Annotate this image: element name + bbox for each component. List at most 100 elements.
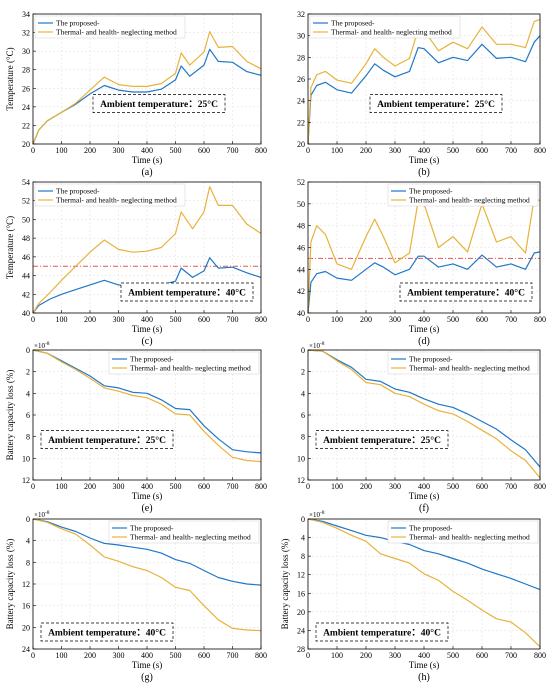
legend-entry: Thermal- and health- neglecting method [56,196,177,205]
exponent-base: ×10 [309,511,320,519]
y-tick-label: 28 [22,66,30,75]
y-tick-label: 16 [297,589,305,598]
x-tick-label: 300 [113,315,125,324]
x-tick-label: 500 [170,651,182,660]
y-tick-label: 46 [297,244,305,253]
annotation-box [369,94,503,113]
legend-box [387,520,539,544]
y-tick-label: 10 [22,454,30,463]
exponent-power: -8 [45,510,50,516]
x-tick-label: 100 [56,146,68,155]
legend-entry: The proposed- [331,19,375,28]
annotation: Ambient temperature：25°C [369,94,503,113]
series-line-neglecting [307,197,541,314]
legend-box [387,351,539,375]
chart-panel-e: 0 100 200 300 400 500 600 700 800024681012×10-8T… [5,341,267,514]
y-tick-label: 4 [301,534,305,543]
y-tick-label: 16 [22,602,30,611]
x-tick-label: 500 [447,651,459,660]
y-tick-label: 4 [26,537,30,546]
y-tick-label: 22 [22,121,30,130]
x-tick-label: 700 [227,482,239,491]
x-tick-label: 600 [198,651,210,660]
annotation: Ambient temperature：40°C [399,282,533,302]
y-tick-label: 32 [22,29,30,38]
x-axis-label: Time (s) [409,324,439,334]
x-tick-label: 700 [505,315,517,324]
y-tick-label: 8 [26,558,30,567]
x-tick-label: 500 [447,482,459,491]
x-tick-label: 100 [56,482,68,491]
x-tick-label: 400 [418,146,430,155]
x-tick-label: 600 [476,146,488,155]
y-tick-label: 42 [22,290,30,299]
x-tick-label: 0 [31,482,35,491]
annotation-text: Ambient temperature：25°C [100,99,218,110]
x-tick-label: 0 [306,482,310,491]
annotation: Ambient temperature：25°C [315,430,449,449]
x-tick-label: 300 [389,651,401,660]
y-tick-label: 48 [22,234,30,243]
exponent-base: ×10 [34,511,45,519]
legend-entry: The proposed- [56,19,100,28]
y-axis-label: Battery capacity loss (%) [5,370,15,461]
x-tick-label: 100 [331,482,343,491]
chart-panel-d: 0 100 200 300 400 500 600 700 800 40 42 44 46 48 50 52 T… [297,178,546,347]
x-tick-label: 400 [141,315,153,324]
x-tick-label: 300 [389,482,401,491]
x-tick-label: 0 [306,651,310,660]
x-tick-label: 0 [31,315,35,324]
legend: The proposed-Thermal- and health- neglec… [309,15,461,39]
annotation-box [92,94,226,113]
legend-box [34,183,186,207]
y-tick-label: 20 [22,623,30,632]
y-tick-label: 24 [297,97,305,106]
annotation: Ambient temperature：40°C [120,282,254,302]
panel-caption: (c) [141,336,152,347]
annotation-box [40,430,174,449]
y-exponent: ×10-8 [34,341,50,350]
x-tick-label: 400 [418,315,430,324]
chart-panel-c: 0 100 200 300 400 500 600 700 800 40 42 44 46 48 50 52 5… [5,178,267,347]
annotation-text: Ambient temperature：40°C [128,288,246,299]
y-tick-label: 10 [297,454,305,463]
annotation-text: Ambient temperature：40°C [323,628,441,639]
y-tick-label: 8 [301,552,305,561]
y-tick-label: 20 [297,608,305,617]
x-axis-label: Time (s) [409,155,439,165]
x-tick-label: 500 [170,146,182,155]
legend: The proposed-Thermal- and health- neglec… [387,520,539,544]
legend-entry: Thermal- and health- neglecting method [409,196,530,205]
x-tick-label: 400 [141,482,153,491]
y-axis-label: Temperature (°C) [5,216,15,279]
legend-box [387,183,539,207]
y-tick-label: 42 [297,287,305,296]
exponent-power: -8 [45,341,50,347]
x-tick-label: 500 [170,315,182,324]
annotation-box [315,430,449,449]
x-tick-label: 300 [113,482,125,491]
chart-panel-h: 0 100 200 300 400 500 600 700 800 0 4 8 12 16 20 24 28 ×1… [280,510,546,683]
y-axis-label: Battery capacity loss (%) [280,539,290,630]
y-tick-label: 28 [297,645,305,654]
x-tick-label: 200 [360,651,372,660]
y-tick-label: 24 [22,645,30,654]
panel-caption: (h) [418,672,430,683]
y-tick-label: 44 [22,272,30,281]
y-tick-label: 0 [301,346,305,355]
panel-caption: (b) [418,167,430,178]
x-tick-label: 800 [255,146,267,155]
legend-entry: Thermal- and health- neglecting method [130,364,251,373]
x-tick-label: 700 [505,146,517,155]
series-line-proposed [32,518,262,586]
y-tick-label: 12 [297,571,305,580]
y-tick-label: 12 [22,580,30,589]
x-tick-label: 700 [505,482,517,491]
x-tick-label: 0 [31,146,35,155]
y-tick-label: 12 [297,476,305,485]
series-line-proposed [32,349,262,454]
y-tick-label: 0 [301,515,305,524]
x-axis-label: Time (s) [132,491,162,501]
legend: The proposed-Thermal- and health- neglec… [387,351,539,375]
